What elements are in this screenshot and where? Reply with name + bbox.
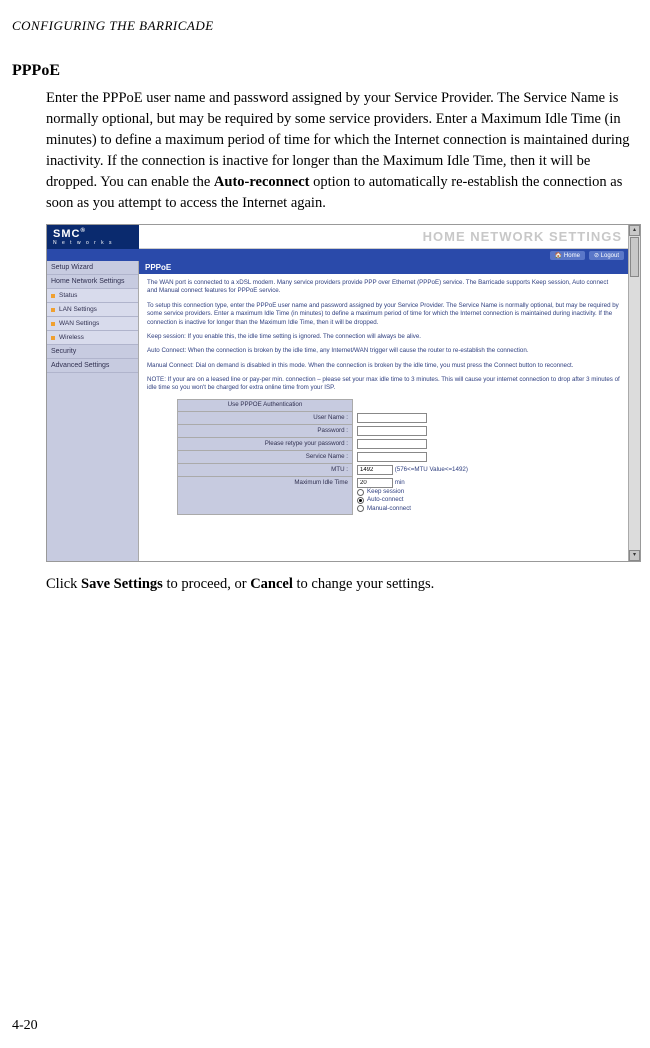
radio-manual-connect[interactable]: Manual-connect [357, 505, 468, 513]
logout-button[interactable]: ⊘ Logout [589, 251, 624, 260]
sidebar-item-home-network-settings[interactable]: Home Network Settings [47, 275, 138, 289]
intro-paragraph: Enter the PPPoE user name and password a… [46, 88, 638, 214]
para1-bold: Auto-reconnect [214, 174, 310, 190]
router-ui-screenshot: SMC® N e t w o r k s HOME NETWORK SETTIN… [46, 224, 641, 562]
sidebar-item-advanced-settings[interactable]: Advanced Settings [47, 359, 138, 373]
opt2-label: Auto-connect [367, 496, 403, 504]
smc-logo: SMC® N e t w o r k s [47, 225, 139, 249]
scroll-track [629, 278, 640, 550]
pppoe-form-table: Use PPPOE Authentication User Name : Pas… [177, 399, 473, 515]
para2-c: to proceed, or [163, 576, 250, 592]
password-input[interactable] [357, 426, 427, 436]
logo-reg: ® [80, 228, 85, 234]
para2-d: to change your settings. [293, 576, 434, 592]
section-title: PPPoE [12, 62, 638, 80]
sidebar-item-wireless[interactable]: Wireless [47, 331, 138, 345]
home-label: Home [564, 253, 580, 259]
idle-unit: min [395, 479, 405, 486]
label-max-idle: Maximum Idle Time [178, 477, 353, 515]
logo-subtext: N e t w o r k s [53, 240, 139, 246]
page-number: 4-20 [12, 1018, 38, 1034]
service-name-input[interactable] [357, 452, 427, 462]
sidebar-item-status[interactable]: Status [47, 289, 138, 303]
home-button[interactable]: 🏠 Home [550, 251, 585, 260]
radio-keep-session[interactable]: Keep session [357, 488, 468, 496]
scroll-down-button[interactable]: ▾ [629, 550, 640, 561]
label-mtu: MTU : [178, 464, 353, 477]
desc-p4: Auto Connect: When the connection is bro… [147, 347, 620, 355]
banner-title: HOME NETWORK SETTINGS [139, 229, 628, 244]
para2-b2: Cancel [250, 576, 293, 592]
radio-auto-connect[interactable]: Auto-connect [357, 496, 468, 504]
logout-label: Logout [601, 253, 619, 259]
logo-text: SMC [53, 228, 80, 240]
mtu-hint: (576<=MTU Value<=1492) [395, 466, 468, 473]
ui-header: SMC® N e t w o r k s HOME NETWORK SETTIN… [47, 225, 628, 249]
desc-p1: The WAN port is connected to a xDSL mode… [147, 279, 620, 296]
opt3-label: Manual-connect [367, 505, 411, 513]
desc-p5: Manual Connect: Dial on demand is disabl… [147, 362, 620, 370]
mtu-input[interactable] [357, 465, 393, 475]
top-subbar: 🏠 Home ⊘ Logout [47, 249, 628, 261]
para2-a: Click [46, 576, 81, 592]
scroll-up-button[interactable]: ▴ [629, 225, 640, 236]
opt1-label: Keep session [367, 488, 404, 496]
radio-icon [357, 489, 364, 496]
main-panel: PPPoE The WAN port is connected to a xDS… [139, 261, 628, 561]
label-password: Password : [178, 425, 353, 438]
scroll-thumb[interactable] [630, 237, 639, 277]
label-service-name: Service Name : [178, 451, 353, 464]
form-header: Use PPPOE Authentication [178, 399, 353, 411]
sidebar-item-setup-wizard[interactable]: Setup Wizard [47, 261, 138, 275]
radio-icon [357, 497, 364, 504]
panel-title: PPPoE [139, 261, 628, 274]
sidebar-item-wan-settings[interactable]: WAN Settings [47, 317, 138, 331]
closing-paragraph: Click Save Settings to proceed, or Cance… [46, 574, 638, 595]
running-header: CONFIGURING THE BARRICADE [12, 18, 638, 34]
idle-time-input[interactable] [357, 478, 393, 488]
label-retype-password: Please retype your password : [178, 438, 353, 451]
panel-content: The WAN port is connected to a xDSL mode… [139, 274, 628, 520]
desc-p6: NOTE: If your are on a leased line or pa… [147, 376, 620, 393]
ui-body: Setup Wizard Home Network Settings Statu… [47, 261, 628, 561]
desc-p2: To setup this connection type, enter the… [147, 302, 620, 327]
vertical-scrollbar[interactable]: ▴ ▾ [628, 225, 640, 561]
sidebar: Setup Wizard Home Network Settings Statu… [47, 261, 139, 561]
desc-p3: Keep session: If you enable this, the id… [147, 333, 620, 341]
radio-icon [357, 505, 364, 512]
username-input[interactable] [357, 413, 427, 423]
sidebar-item-lan-settings[interactable]: LAN Settings [47, 303, 138, 317]
label-username: User Name : [178, 412, 353, 425]
sidebar-item-security[interactable]: Security [47, 345, 138, 359]
retype-password-input[interactable] [357, 439, 427, 449]
para2-b1: Save Settings [81, 576, 163, 592]
